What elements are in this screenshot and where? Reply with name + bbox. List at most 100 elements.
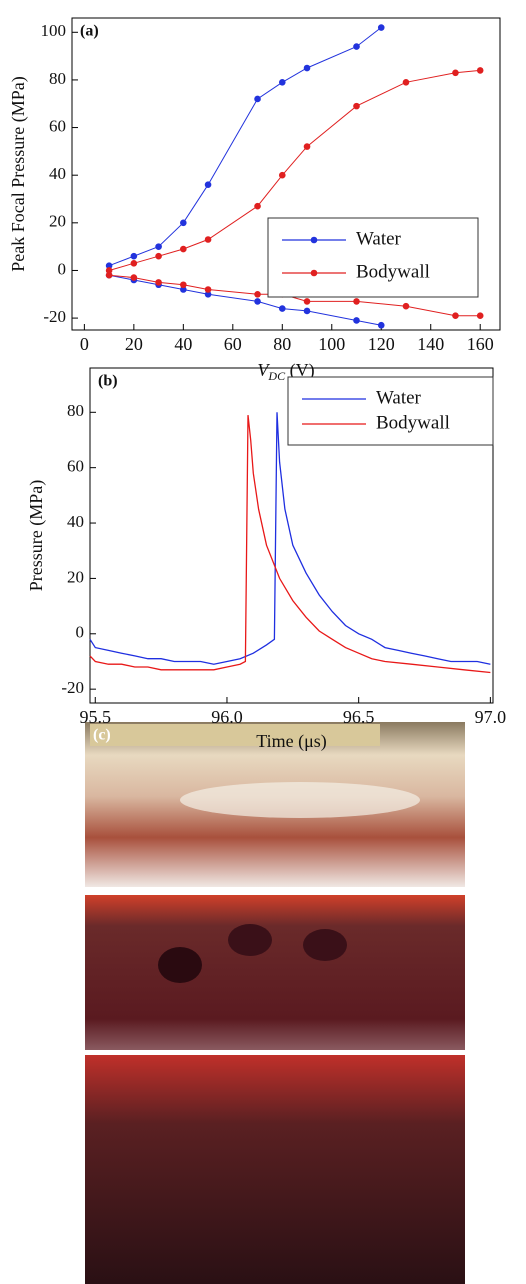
x-tick-label: 120 (368, 334, 395, 354)
y-axis-label: Peak Focal Pressure (MPa) (8, 76, 29, 271)
x-tick-label: 96.5 (343, 707, 375, 727)
data-point (278, 305, 286, 312)
x-label-unit: (V) (285, 360, 315, 381)
y-tick-label: 60 (67, 457, 84, 476)
data-point (353, 102, 360, 110)
series-line (89, 412, 491, 665)
data-point (353, 43, 360, 50)
data-point (254, 95, 261, 103)
x-label-subscript: DC (267, 369, 286, 383)
x-tick-label: 80 (273, 334, 291, 354)
lesion (303, 929, 347, 961)
data-point (452, 312, 459, 320)
x-tick-label: 140 (417, 334, 444, 354)
x-tick-label: 96.0 (211, 707, 243, 727)
data-point (303, 307, 311, 315)
x-tick-label: 40 (174, 334, 192, 354)
legend-label: Bodywall (356, 261, 430, 282)
y-tick-label: 60 (49, 116, 66, 135)
data-point (204, 236, 212, 243)
series-line (89, 415, 491, 674)
data-point (303, 143, 311, 150)
data-point (303, 64, 311, 72)
chart: 95.5 96.0 96.5 97.0 -20 0 20 40 60 80 Pressure (MP… (26, 367, 507, 752)
x-tick-label: 97.0 (475, 707, 507, 727)
data-point (303, 298, 311, 305)
data-point (254, 202, 261, 210)
series-line (109, 274, 382, 326)
data-point (155, 252, 162, 260)
x-label-symbol: V (257, 360, 270, 380)
x-axis-label: Time (μs) (256, 731, 327, 752)
panel-label: (c) (93, 727, 111, 744)
legend-label: Bodywall (376, 412, 450, 433)
data-point (476, 67, 484, 74)
data-point (204, 181, 212, 189)
data-point (180, 245, 187, 253)
data-point (204, 290, 212, 298)
legend-box (267, 217, 479, 298)
data-point (254, 298, 261, 305)
photo-section (85, 1055, 465, 1284)
data-point (180, 219, 187, 227)
x-tick-label: 0 (80, 334, 89, 354)
data-point (105, 271, 113, 279)
lesion (158, 947, 202, 983)
x-tick-label: 95.5 (80, 707, 112, 727)
y-tick-label: 20 (67, 567, 84, 586)
data-point (155, 279, 162, 286)
panel-label: (a) (80, 23, 99, 40)
photo-panel: (c) (85, 722, 465, 1284)
data-point (105, 267, 113, 274)
y-tick-label: 40 (49, 164, 66, 183)
data-point (476, 312, 484, 320)
data-point (353, 298, 360, 305)
data-point (204, 286, 212, 293)
data-point (353, 317, 360, 324)
data-point (130, 252, 138, 260)
y-tick-label: -20 (43, 307, 66, 326)
y-tick-label: -20 (61, 678, 84, 697)
data-point (278, 79, 286, 86)
chart: 0 20 40 60 80 100 120 140 160 -20 0 20 40 60 80 100 Peak… (8, 17, 501, 383)
plot-frame (71, 17, 501, 331)
y-tick-label: 80 (67, 401, 84, 420)
y-tick-label: 80 (49, 69, 66, 88)
legend-marker (310, 269, 318, 277)
y-tick-label: 20 (49, 212, 66, 231)
data-point (155, 243, 162, 250)
data-point (377, 321, 385, 329)
series-line (108, 27, 382, 267)
data-point (180, 286, 187, 293)
panel-label: (b) (98, 373, 118, 390)
data-point (377, 24, 385, 31)
x-tick-label: 20 (125, 334, 143, 354)
data-point (105, 262, 113, 269)
x-tick-label: 60 (224, 334, 242, 354)
series-line (108, 69, 481, 271)
x-axis-label: VDC (V) (257, 360, 314, 383)
legend-label: Water (376, 387, 422, 408)
x-tick-label: 160 (467, 334, 494, 354)
y-tick-label: 40 (67, 512, 84, 531)
data-point (278, 171, 286, 179)
ruler (90, 724, 380, 746)
legend-label: Water (356, 228, 402, 249)
data-point (130, 260, 138, 267)
y-tick-label: 100 (41, 21, 67, 40)
legend-box (287, 376, 494, 446)
y-axis-label: Pressure (MPa) (26, 480, 47, 591)
y-tick-label: 0 (76, 623, 85, 642)
data-point (130, 274, 138, 281)
data-point (180, 281, 187, 289)
x-tick-label: 100 (318, 334, 345, 354)
y-tick-label: 0 (58, 259, 67, 278)
lesion (228, 924, 272, 956)
data-point (452, 69, 459, 77)
legend-marker (310, 236, 318, 244)
data-point (254, 290, 261, 298)
data-point (402, 302, 410, 310)
plot-frame (89, 367, 494, 704)
